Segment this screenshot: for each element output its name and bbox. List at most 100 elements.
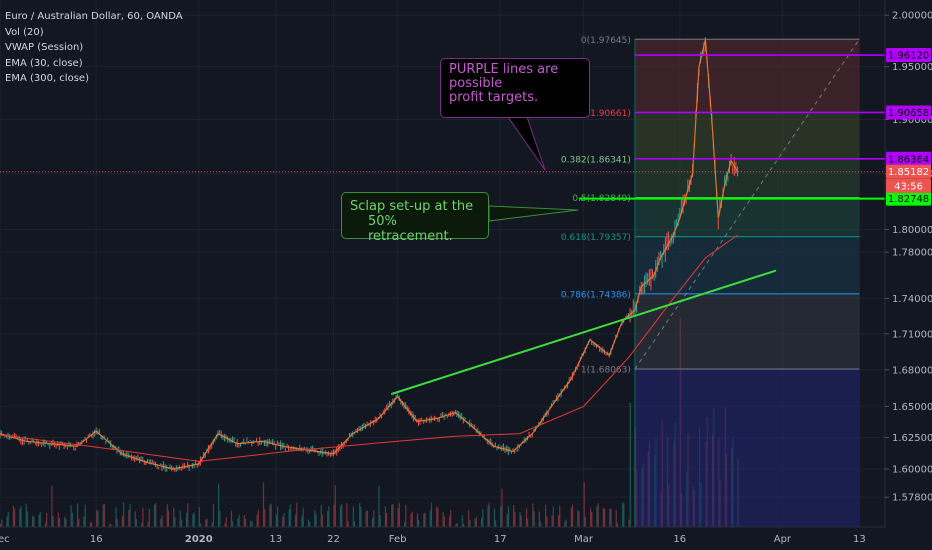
purple-callout[interactable]: PURPLE lines are possible profit targets… <box>440 58 590 118</box>
volume-bar <box>462 523 465 527</box>
volume-bar <box>474 518 476 527</box>
volume-bar <box>230 510 233 527</box>
volume-bar <box>103 504 106 527</box>
volume-bar <box>597 503 599 527</box>
volume-bar <box>610 509 612 527</box>
volume-bar <box>52 516 54 527</box>
volume-bar <box>379 515 381 527</box>
volume-bar <box>519 512 521 527</box>
y-axis-tick-1: 1.95000 <box>892 62 932 73</box>
volume-bar <box>187 503 189 527</box>
volume-bar <box>135 519 138 527</box>
chart-legend: Euro / Australian Dollar, 60, OANDA Vol … <box>5 9 183 87</box>
volume-bar <box>346 503 348 527</box>
volume-bar <box>333 504 335 527</box>
volume-bar <box>142 508 144 527</box>
volume-bar <box>58 517 61 527</box>
volume-bar <box>475 517 477 527</box>
y-axis-tick-9: 1.65000 <box>892 402 932 413</box>
volume-bar <box>513 504 515 527</box>
volume-bar <box>19 508 21 527</box>
volume-bar <box>456 523 458 527</box>
volume-bar <box>185 513 188 527</box>
volume-bar <box>153 504 156 527</box>
volume-bar <box>359 502 361 527</box>
volume-bar <box>596 506 598 527</box>
y-axis-tick-10: 1.62500 <box>892 433 932 444</box>
volume-bar <box>90 522 93 527</box>
volume-bar <box>315 514 317 527</box>
volume-bar <box>539 521 542 527</box>
volume-bar <box>232 521 234 527</box>
x-axis-tick-5: Feb <box>389 534 407 545</box>
symbol-title[interactable]: Euro / Australian Dollar, 60, OANDA <box>5 11 183 22</box>
indicator-ema-30[interactable]: EMA (30, close) <box>5 57 83 69</box>
volume-bar <box>320 504 322 527</box>
volume-bar <box>109 523 111 527</box>
volume-bar <box>219 510 221 527</box>
volume-bar <box>480 518 483 527</box>
volume-bar <box>545 504 547 527</box>
fib-label-5: 0.786(1.74386) <box>561 290 631 300</box>
fib-zone-0 <box>634 39 860 113</box>
volume-bar <box>211 522 213 527</box>
fib-zone-2 <box>634 159 860 198</box>
volume-bar <box>557 515 560 527</box>
volume-bar <box>166 504 168 527</box>
volume-bar <box>0 523 2 527</box>
y-axis-tick-11: 1.60000 <box>892 464 932 475</box>
volume-bar <box>500 506 502 527</box>
volume-bar <box>353 521 356 527</box>
volume-bar <box>565 519 567 527</box>
volume-bar <box>392 504 394 527</box>
volume-bar <box>442 512 444 527</box>
volume-bar <box>20 506 22 527</box>
volume-bar <box>591 512 593 527</box>
volume-bar <box>33 516 35 527</box>
x-axis-tick-6: 17 <box>494 534 507 545</box>
volume-bar <box>283 513 285 527</box>
y-axis-price-tag-label-5: 43:56 <box>894 181 923 192</box>
volume-bar <box>57 512 59 527</box>
fib-zone-5 <box>634 293 860 370</box>
green-callout[interactable]: Sclap set-up at the 50% retracement. <box>341 192 489 244</box>
indicator-ema-300[interactable]: EMA (300, close) <box>5 73 89 84</box>
volume-bar <box>264 509 266 527</box>
green-callout-line-1: Sclap set-up at the <box>350 199 474 214</box>
x-axis-tick-3: 13 <box>269 534 282 545</box>
volume-bar <box>192 514 194 527</box>
green-callout-line-2: 50% retracement. <box>368 214 453 244</box>
volume-bar <box>148 508 150 527</box>
indicator-vol[interactable]: Vol (20) <box>5 26 44 38</box>
volume-bar <box>161 515 163 527</box>
volume-bar <box>78 518 80 527</box>
volume-bar <box>622 502 624 527</box>
volume-bar <box>243 515 245 527</box>
volume-bar <box>238 514 240 527</box>
volume-bar <box>270 503 272 527</box>
volume-bar <box>116 518 118 527</box>
volume-bar <box>423 513 425 527</box>
volume-bar <box>495 520 497 527</box>
y-axis-price-tag-label-3: 1.82748 <box>888 194 929 205</box>
y-axis-price-tag-1 <box>886 105 931 120</box>
trend-line <box>390 269 777 396</box>
volume-bar <box>121 515 124 527</box>
volume-bar <box>97 510 99 527</box>
volume-bar <box>577 510 579 527</box>
fib-label-2: 0.382(1.86341) <box>561 156 631 166</box>
volume-bar <box>552 506 554 527</box>
volume-bar <box>384 506 386 527</box>
volume-bar <box>347 521 349 527</box>
volume-bar <box>179 510 181 527</box>
volume-bar <box>533 510 535 527</box>
x-axis-tick-4: 22 <box>327 534 340 545</box>
volume-bar <box>6 516 8 527</box>
volume-bar <box>7 512 9 527</box>
volume-bar <box>404 522 406 527</box>
indicator-vwap[interactable]: VWAP (Session) <box>5 42 84 53</box>
volume-bar <box>12 506 15 527</box>
volume-bar <box>206 518 208 527</box>
volume-bar <box>371 518 374 527</box>
volume-bar <box>527 518 529 527</box>
